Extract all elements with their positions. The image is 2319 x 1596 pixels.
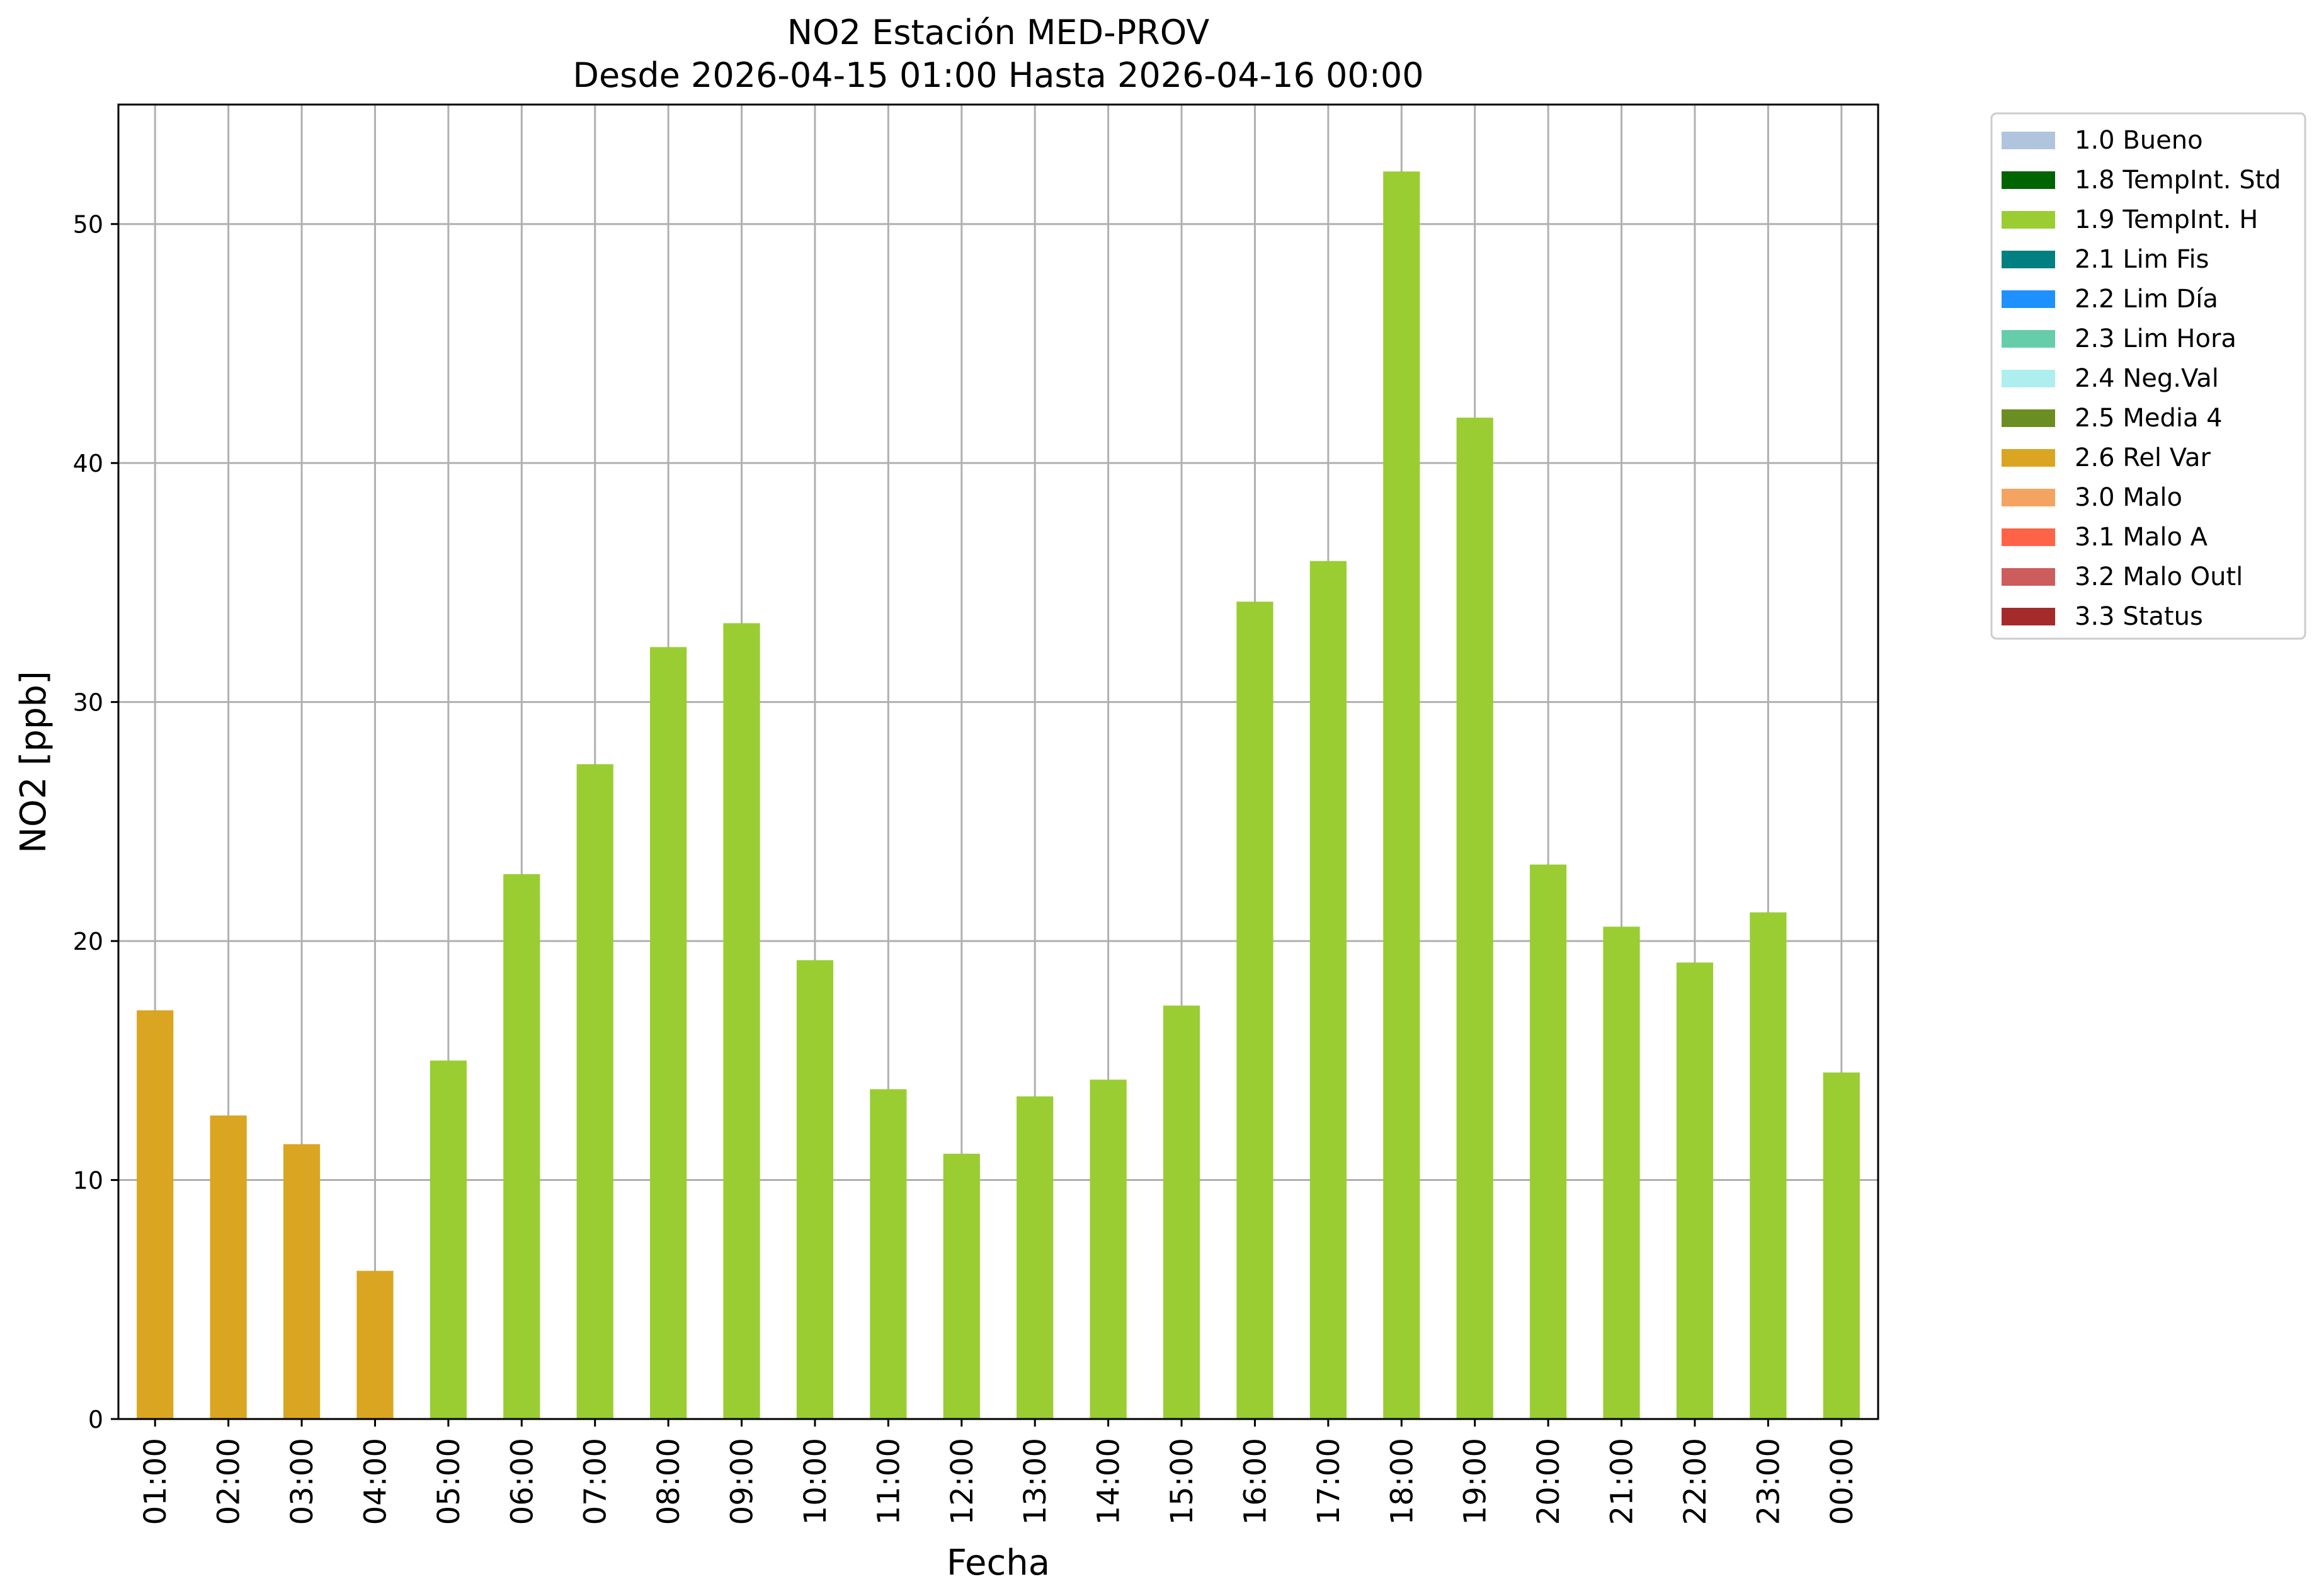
bar-1500 <box>1163 1005 1200 1419</box>
bar-0700 <box>576 764 613 1419</box>
y-tick-label: 50 <box>73 211 103 239</box>
bar-0800 <box>650 647 687 1419</box>
x-axis: 01:00 02:00 03:00 04:00 05:00 06:00 07:00 08:00… <box>138 1419 1860 1525</box>
x-tick-label: 19:00 <box>1458 1438 1493 1525</box>
x-axis-label: Fecha <box>947 1542 1050 1583</box>
y-axis: 0 10 20 30 40 50 <box>73 211 118 1434</box>
legend-swatch <box>2002 171 2055 189</box>
x-tick-label: 08:00 <box>651 1438 687 1525</box>
x-tick-label: 05:00 <box>431 1438 467 1525</box>
bars <box>137 171 1860 1420</box>
legend-label: 3.1 Malo A <box>2075 523 2208 552</box>
bar-0200 <box>210 1115 247 1419</box>
bar-1800 <box>1383 171 1420 1419</box>
bar-0400 <box>356 1270 394 1419</box>
bar-2000 <box>1530 864 1567 1419</box>
bar-1000 <box>796 960 834 1419</box>
x-tick-label: 00:00 <box>1825 1438 1860 1525</box>
legend-swatch <box>2002 568 2055 586</box>
legend-swatch <box>2002 528 2055 546</box>
bar-2300 <box>1750 912 1787 1419</box>
legend-label: 3.0 Malo <box>2075 483 2182 512</box>
legend-swatch <box>2002 211 2055 229</box>
y-tick-label: 40 <box>73 450 103 477</box>
bar-2200 <box>1676 962 1714 1419</box>
x-tick-label: 16:00 <box>1238 1438 1273 1525</box>
bar-0100 <box>137 1010 174 1419</box>
bar-2100 <box>1603 926 1640 1419</box>
chart-subtitle: Desde 2026-04-15 01:00 Hasta 2026-04-16 … <box>573 55 1423 95</box>
x-tick-label: 13:00 <box>1018 1438 1053 1525</box>
legend-swatch <box>2002 330 2055 348</box>
bar-0000 <box>1823 1072 1860 1419</box>
x-tick-label: 09:00 <box>725 1438 760 1525</box>
legend-label: 2.3 Lim Hora <box>2075 324 2236 353</box>
x-tick-label: 12:00 <box>945 1438 980 1525</box>
legend-label: 3.2 Malo Outl <box>2075 562 2243 591</box>
legend-swatch <box>2002 132 2055 149</box>
legend-label: 2.1 Lim Fis <box>2075 245 2209 274</box>
legend-swatch <box>2002 290 2055 308</box>
x-tick-label: 18:00 <box>1384 1438 1420 1525</box>
x-tick-label: 23:00 <box>1751 1438 1786 1525</box>
legend-swatch <box>2002 489 2055 506</box>
x-tick-label: 03:00 <box>285 1438 320 1525</box>
legend-swatch <box>2002 449 2055 467</box>
legend-frame <box>1990 112 2306 640</box>
legend-label: 2.5 Media 4 <box>2075 404 2223 433</box>
y-axis-label: NO2 [ppb] <box>13 671 54 853</box>
legend-label: 2.4 Neg.Val <box>2075 364 2219 393</box>
legend: 1.0 Bueno 1.8 TempInt. Std 1.9 TempInt. H 2… <box>1990 112 2306 640</box>
bar-1300 <box>1017 1096 1054 1419</box>
legend-label: 1.9 TempInt. H <box>2075 205 2258 234</box>
x-tick-label: 20:00 <box>1531 1438 1566 1525</box>
bar-1100 <box>870 1089 907 1419</box>
chart-title: NO2 Estación MED-PROV <box>787 13 1209 52</box>
bar-1900 <box>1456 418 1493 1419</box>
bar-0600 <box>503 874 540 1419</box>
x-tick-label: 14:00 <box>1091 1438 1127 1525</box>
y-tick-label: 0 <box>88 1406 103 1434</box>
x-tick-label: 10:00 <box>798 1438 833 1525</box>
x-tick-label: 11:00 <box>871 1438 906 1525</box>
y-tick-label: 20 <box>73 928 103 955</box>
bar-0900 <box>723 623 760 1419</box>
bar-1400 <box>1090 1080 1127 1419</box>
legend-swatch <box>2002 251 2055 268</box>
legend-label: 3.3 Status <box>2075 602 2203 631</box>
x-tick-label: 22:00 <box>1678 1438 1713 1525</box>
x-tick-label: 02:00 <box>212 1438 247 1525</box>
bar-1600 <box>1236 601 1273 1420</box>
legend-label: 1.0 Bueno <box>2075 126 2203 155</box>
x-tick-label: 17:00 <box>1311 1438 1347 1525</box>
x-tick-label: 15:00 <box>1165 1438 1200 1525</box>
legend-label: 2.6 Rel Var <box>2075 443 2211 472</box>
plot-frame <box>117 103 1879 1420</box>
x-tick-label: 07:00 <box>578 1438 613 1525</box>
legend-label: 1.8 TempInt. Std <box>2075 166 2281 195</box>
x-tick-label: 06:00 <box>504 1438 540 1525</box>
bar-1200 <box>943 1153 980 1419</box>
legend-swatch <box>2002 370 2055 387</box>
x-tick-label: 04:00 <box>358 1438 393 1525</box>
bar-0500 <box>430 1060 467 1419</box>
y-tick-label: 30 <box>73 689 103 717</box>
legend-swatch <box>2002 608 2055 625</box>
bar-1700 <box>1309 561 1347 1419</box>
bar-0300 <box>283 1144 321 1419</box>
legend-label: 2.2 Lim Día <box>2075 285 2218 314</box>
x-tick-label: 21:00 <box>1605 1438 1640 1525</box>
x-tick-label: 01:00 <box>138 1438 173 1525</box>
legend-swatch <box>2002 409 2055 427</box>
y-tick-label: 10 <box>73 1167 103 1195</box>
